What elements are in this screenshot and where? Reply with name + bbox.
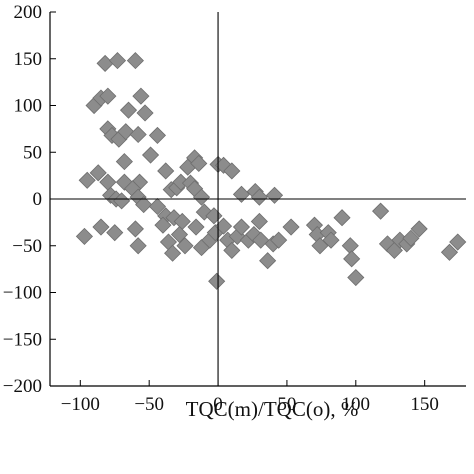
data-point xyxy=(232,185,251,203)
data-point xyxy=(78,171,96,189)
data-point xyxy=(322,231,340,249)
y-tick-label: 100 xyxy=(14,96,43,117)
data-point xyxy=(115,153,133,171)
data-point xyxy=(192,188,211,206)
data-point xyxy=(270,231,288,249)
data-point xyxy=(141,146,160,164)
data-point xyxy=(108,52,127,70)
data-point xyxy=(75,227,94,245)
data-point xyxy=(126,220,144,238)
y-tick-label: −50 xyxy=(12,236,42,257)
data-point xyxy=(176,237,194,255)
markers-layer xyxy=(75,52,467,290)
y-tick-label: −100 xyxy=(3,283,42,304)
x-tick-label: 50 xyxy=(277,394,296,415)
x-axis-title: TQC(m)/TQC(o), % xyxy=(186,397,359,421)
x-tick-label: −100 xyxy=(61,394,100,415)
data-point xyxy=(190,154,208,173)
data-point xyxy=(187,218,205,236)
data-point xyxy=(154,216,172,234)
y-tick-label: 150 xyxy=(14,49,43,70)
x-tick-label: 0 xyxy=(213,394,223,415)
data-point xyxy=(99,87,117,105)
ticks-layer: 200 150 100 50 0 −50 −100 −150 −200 −100 −50 0 50 100… xyxy=(3,2,439,415)
data-point xyxy=(148,126,167,144)
data-point xyxy=(265,186,284,204)
axes-layer xyxy=(49,12,466,387)
y-tick-label: −150 xyxy=(3,329,42,350)
data-point xyxy=(449,233,467,251)
data-point xyxy=(259,252,277,270)
data-point xyxy=(96,54,114,72)
data-point xyxy=(132,87,150,105)
data-point xyxy=(106,224,124,242)
data-point xyxy=(126,52,144,70)
data-point xyxy=(92,218,110,236)
data-point xyxy=(343,250,361,268)
x-tick-label: 100 xyxy=(342,394,371,415)
data-point xyxy=(148,197,167,216)
data-point xyxy=(333,209,351,227)
data-point xyxy=(223,162,241,180)
data-point xyxy=(136,104,154,122)
data-point xyxy=(157,162,175,180)
data-point xyxy=(119,101,138,119)
data-point xyxy=(347,268,365,287)
data-point xyxy=(223,241,241,259)
y-tick-label: −200 xyxy=(3,376,42,397)
data-point xyxy=(208,272,226,290)
data-point xyxy=(252,231,270,249)
data-point xyxy=(232,218,251,236)
data-point xyxy=(129,125,147,144)
data-point xyxy=(250,212,268,231)
data-point xyxy=(372,202,390,220)
data-point xyxy=(117,123,135,141)
y-tick-label: 200 xyxy=(14,2,43,23)
data-point xyxy=(440,243,459,261)
data-point xyxy=(170,225,189,244)
data-point xyxy=(341,237,359,255)
y-tick-label: 0 xyxy=(33,189,43,210)
data-point xyxy=(113,192,131,210)
y-tick-label: 50 xyxy=(23,142,42,163)
data-point xyxy=(129,237,147,255)
data-point xyxy=(311,237,329,255)
data-point xyxy=(282,218,300,236)
data-point xyxy=(89,164,107,182)
data-point xyxy=(135,196,153,214)
data-point xyxy=(402,229,420,247)
x-tick-label: 150 xyxy=(410,394,439,415)
data-point xyxy=(250,188,268,206)
x-tick-label: −50 xyxy=(134,394,164,415)
data-point xyxy=(410,220,428,238)
data-point xyxy=(164,244,182,262)
